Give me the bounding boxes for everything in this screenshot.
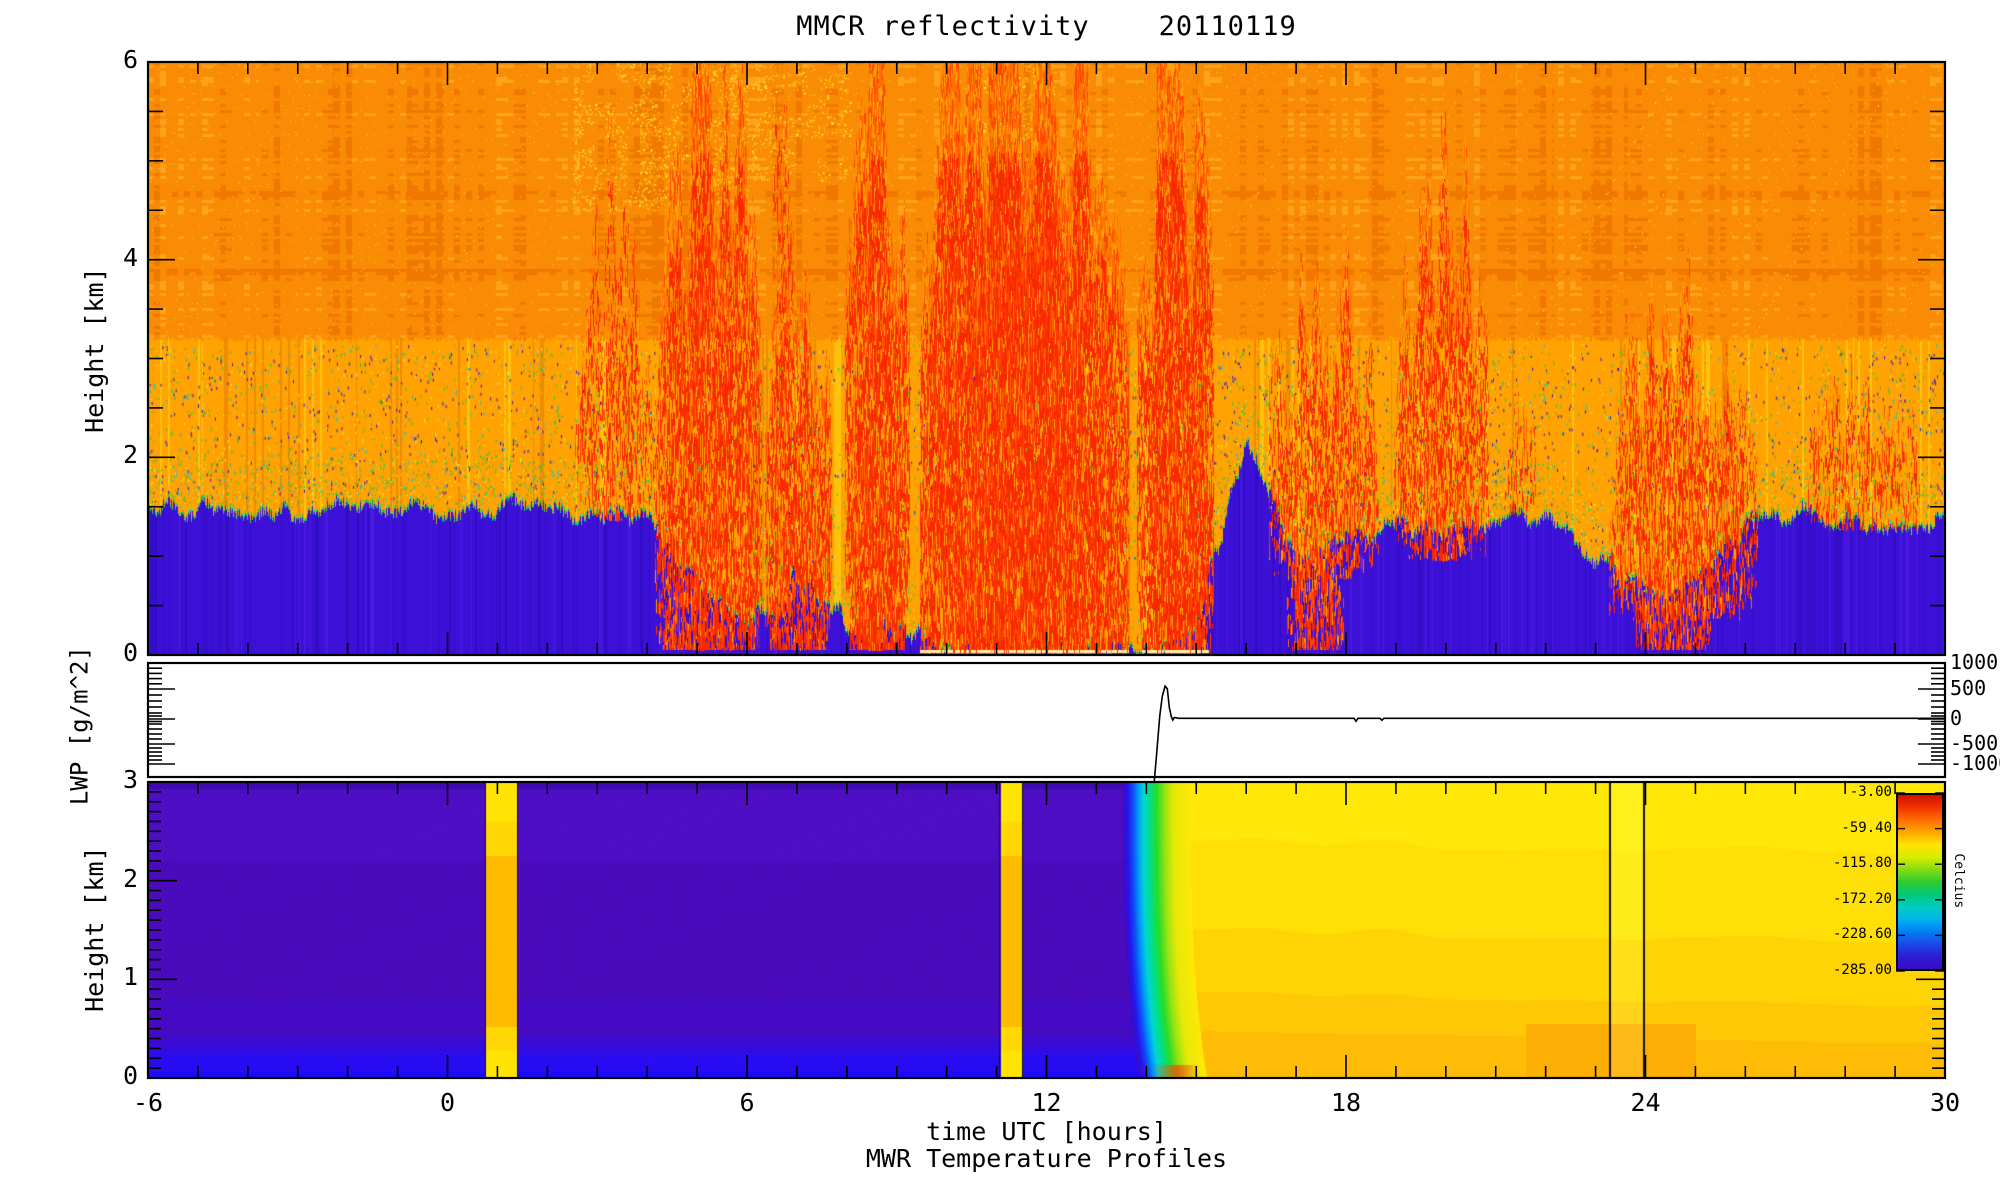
temperature-heatmap-canvas xyxy=(148,782,1945,1078)
colorbar-tick-label: -172.20 xyxy=(1832,890,1892,907)
x-tick-label: 12 xyxy=(1031,1088,1062,1117)
reflectivity-y-tick-label: 0 xyxy=(122,638,138,667)
colorbar-gradient xyxy=(1896,793,1944,971)
chart-title: MMCR reflectivity 20110119 xyxy=(796,11,1297,42)
lwp-line xyxy=(1153,684,1945,782)
reflectivity-y-tick-label: 2 xyxy=(122,440,138,470)
x-tick-label: 0 xyxy=(439,1088,456,1117)
temperature-y-tick-label: 2 xyxy=(122,863,138,893)
height-axis-label-bottom: Height [km] xyxy=(79,846,109,1012)
celsius-unit-label: Celcius xyxy=(1950,853,1966,909)
temperature-y-tick-label: 3 xyxy=(122,765,138,794)
x-tick-label: 30 xyxy=(1929,1088,1961,1117)
lwp-right-tick-label: -1000 xyxy=(1950,751,2000,775)
x-tick-label: -6 xyxy=(132,1088,164,1117)
colorbar-tick-label: -3.00 xyxy=(1849,784,1892,800)
colorbar-tick-label: -228.60 xyxy=(1832,926,1892,943)
time-axis-label: time UTC [hours] xyxy=(926,1117,1167,1146)
temperature-y-tick-label: 1 xyxy=(122,962,138,992)
colorbar-tick-label: -59.40 xyxy=(1841,819,1892,836)
temperature-y-tick-label: 0 xyxy=(122,1061,138,1090)
x-tick-label: 24 xyxy=(1630,1088,1661,1117)
reflectivity-y-tick-label: 4 xyxy=(122,242,138,272)
x-tick-label: 18 xyxy=(1330,1088,1362,1117)
x-tick-label: 6 xyxy=(739,1088,755,1117)
lwp-right-tick-label: -500 xyxy=(1950,731,1999,755)
colorbar-tick-label: -115.80 xyxy=(1832,855,1892,872)
reflectivity-y-tick-label: 6 xyxy=(122,45,138,74)
reflectivity-heatmap-canvas xyxy=(148,62,1945,655)
lwp-right-tick-label: 1000 xyxy=(1950,650,1999,674)
lwp-right-tick-label: 0 xyxy=(1950,706,1963,730)
colorbar-tick-label: -285.00 xyxy=(1832,962,1892,978)
lwp-right-tick-label: 500 xyxy=(1950,676,1987,700)
footer-label: MWR Temperature Profiles xyxy=(865,1144,1228,1173)
